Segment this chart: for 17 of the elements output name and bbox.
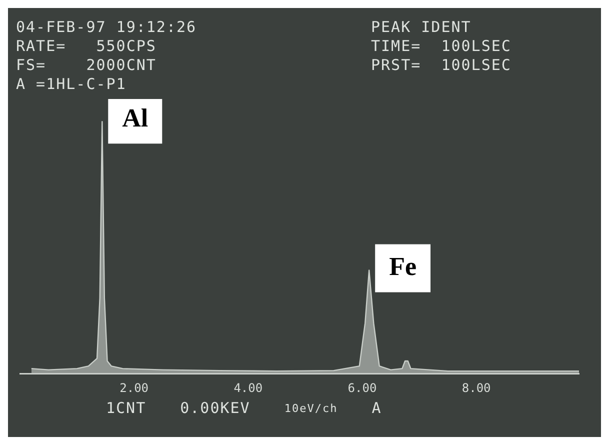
- x-tick-label: 6.00: [348, 380, 377, 395]
- text: A: [372, 399, 382, 417]
- text: A =1HL-C-P1: [16, 75, 128, 93]
- text: PRST= 100LSEC: [371, 56, 512, 74]
- x-tick-label: 2.00: [120, 380, 149, 395]
- x-tick-label: 8.00: [462, 380, 491, 395]
- text: 10eV/ch: [284, 402, 338, 414]
- text: 0.00KEV: [180, 399, 250, 417]
- text: PEAK IDENT: [371, 18, 472, 36]
- text: RATE= 550CPS: [16, 37, 158, 55]
- annotation: Fe: [389, 252, 417, 281]
- x-tick-label: 4.00: [234, 380, 263, 395]
- text: TIME= 100LSEC: [371, 37, 512, 55]
- text: 04-FEB-97 19:12:26: [16, 18, 198, 36]
- annotation: Al: [122, 103, 148, 132]
- text: 1CNT: [106, 399, 146, 417]
- text: FS= 2000CNT: [16, 56, 158, 74]
